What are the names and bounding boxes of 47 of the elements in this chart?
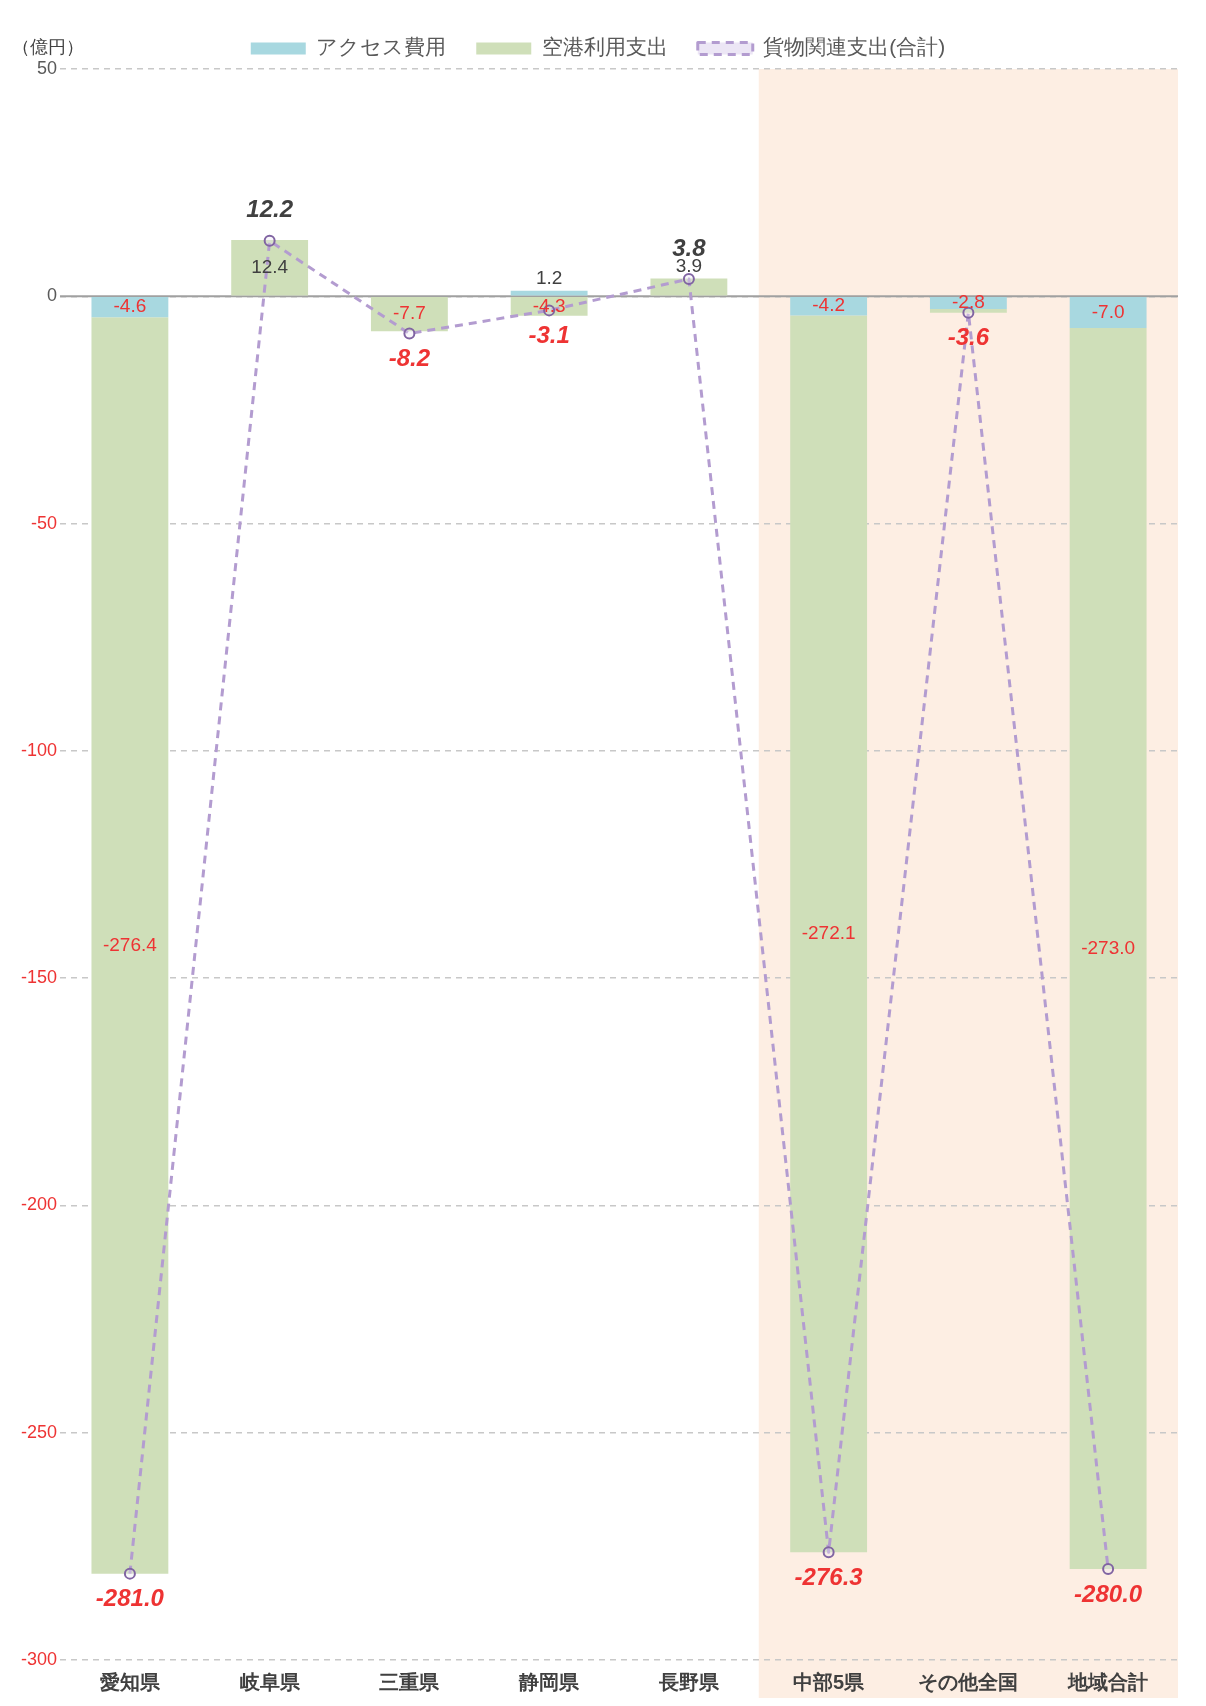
data-label: -8.2 [388, 344, 431, 372]
x-tick-label: 愛知県 [99, 1670, 161, 1693]
data-label: -276.3 [794, 1562, 864, 1590]
data-label: -281.0 [95, 1584, 165, 1612]
y-tick-label: -150 [21, 967, 58, 988]
data-label: -4.6 [113, 295, 147, 317]
y-tick-label: 0 [47, 285, 58, 306]
data-label: -4.3 [532, 294, 566, 316]
bar [790, 315, 868, 1553]
legend-label: アクセス費用 [316, 35, 447, 59]
data-label: 12.2 [246, 195, 294, 223]
bar [370, 297, 448, 332]
legend-label: 貨物関連支出(合計) [763, 35, 946, 59]
y-tick-label: -200 [21, 1194, 58, 1215]
data-label: -7.7 [393, 302, 426, 324]
data-label: -273.0 [1081, 936, 1136, 958]
bar [1069, 297, 1147, 329]
x-tick-label: 中部5県 [793, 1670, 866, 1693]
data-label: 12.4 [251, 255, 289, 277]
y-tick-label: -250 [21, 1421, 58, 1442]
y-tick-label: -50 [31, 512, 58, 533]
y-tick-label: -100 [21, 739, 58, 760]
x-tick-label: 三重県 [379, 1670, 441, 1693]
data-label: 1.2 [535, 267, 563, 289]
x-tick-label: 岐阜県 [239, 1670, 301, 1693]
x-tick-label: 地域合計 [1067, 1670, 1149, 1693]
data-label: -276.4 [102, 933, 158, 955]
data-label: -280.0 [1074, 1579, 1143, 1607]
legend-label: 空港利用支出 [541, 35, 668, 59]
x-tick-label: 静岡県 [518, 1670, 581, 1693]
data-label: -7.0 [1091, 300, 1125, 322]
data-label: -2.8 [952, 291, 985, 313]
bar [231, 239, 309, 296]
data-label: -3.6 [947, 323, 990, 351]
bar [650, 278, 728, 296]
bar [510, 290, 588, 296]
y-axis-title: （億円） [12, 36, 84, 57]
bar [929, 309, 1007, 313]
data-label: -272.1 [801, 922, 856, 944]
y-tick-label: 50 [37, 57, 58, 78]
bar [91, 317, 169, 1574]
data-label: -3.1 [528, 321, 570, 348]
bar [1069, 328, 1147, 1570]
x-tick-label: 長野県 [657, 1670, 720, 1693]
data-label: -4.2 [812, 294, 846, 316]
y-tick-label: -300 [21, 1648, 58, 1669]
x-tick-label: その他全国 [918, 1670, 1019, 1693]
